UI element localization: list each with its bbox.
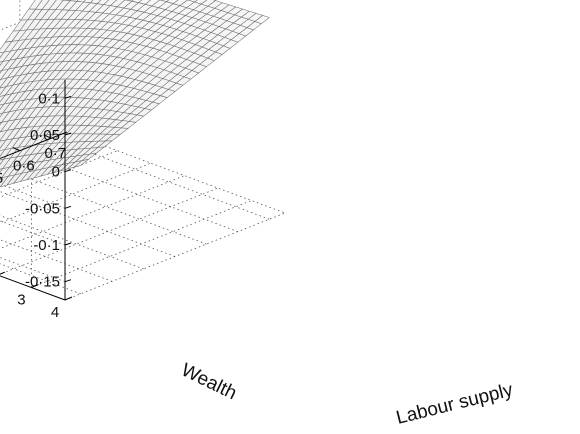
x-tick [12, 147, 21, 152]
surface-patch [0, 168, 3, 173]
surface-patch [0, 95, 6, 103]
surface-patch [0, 149, 6, 157]
surface-patch [0, 112, 3, 118]
surface-patch [0, 61, 4, 66]
z-tick-label: -0·05 [25, 200, 60, 217]
surface-mesh [0, 0, 270, 188]
tick-labels: 0·10·050-0·05-0·1-0·15-2-1012340·10·20·3… [0, 90, 73, 321]
surface-patch [0, 79, 1, 81]
surface-patch [0, 41, 13, 54]
z-tick [64, 279, 72, 283]
x-axis-line [0, 131, 68, 160]
x-tick [44, 134, 52, 139]
box-edge [66, 131, 286, 214]
surface-patch [0, 158, 4, 165]
z-tick [64, 242, 72, 246]
x-axis-title: Labour supply [394, 379, 515, 428]
y-tick [31, 284, 39, 288]
z-tick [64, 132, 72, 136]
y-axis-title: Wealth [178, 360, 240, 405]
grid-floor-y [0, 187, 219, 275]
grid-floor-y [0, 175, 185, 249]
z-tick-label: 0·1 [38, 90, 60, 107]
surface-patch [0, 139, 7, 149]
z-tick [64, 169, 72, 173]
y-tick-label: 4 [51, 304, 59, 321]
z-tick-label: 0 [52, 164, 60, 181]
surface-patch [0, 177, 2, 181]
surface-patch [0, 70, 2, 74]
grid-floor-x [0, 215, 144, 270]
surface-patch [0, 86, 7, 96]
grid-floor-y [31, 200, 252, 288]
z-tick-label: -0·15 [25, 274, 60, 291]
axes-frame [0, 80, 68, 301]
y-axis-line [0, 275, 66, 301]
z-tick [64, 95, 72, 99]
x-tick-label: 0·5 [0, 170, 3, 187]
x-tick-label: 0·6 [13, 158, 35, 175]
grid-floor-y [0, 162, 151, 224]
z-tick [64, 205, 72, 209]
z-tick-label: -0·1 [33, 237, 60, 254]
surface-patch [0, 51, 5, 59]
y-tick-label: 3 [17, 292, 25, 309]
grid-floor-y [64, 212, 286, 301]
surface-patch [0, 103, 5, 110]
y-tick [64, 296, 73, 301]
surface-patch [0, 122, 2, 125]
grid-floor-y [0, 150, 118, 198]
x-tick-label: 0·7 [44, 145, 66, 162]
y-tick [0, 271, 6, 275]
